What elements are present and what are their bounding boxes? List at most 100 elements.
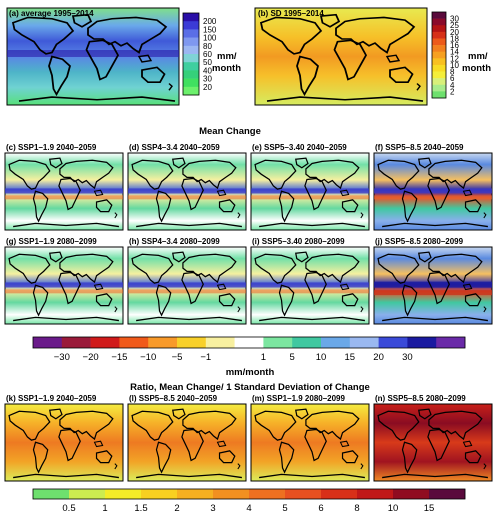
panel-a: (a) average 1995–2014	[6, 7, 180, 106]
colorbar-a-unit-line1: mm/	[217, 51, 237, 62]
colorbar-mean-change-tick-label: 5	[290, 352, 295, 363]
colorbar-a-tick-label: 100	[203, 34, 217, 43]
colorbar-a-tick-label: 200	[203, 17, 217, 26]
panel-ratio-1-label: (l) SSP5–8.5 2040–2059	[129, 394, 218, 403]
colorbar-ratio-swatch	[177, 489, 214, 499]
colorbar-b-swatch	[432, 12, 446, 19]
colorbar-mean-change-swatch	[177, 337, 207, 348]
colorbar-mean-change-swatch	[349, 337, 379, 348]
colorbar-mean-change-swatch	[61, 337, 91, 348]
colorbar-b-tick-label: 16	[450, 41, 459, 50]
panel-mc-r2-3-label: (j) SSP5–8.5 2080–2099	[375, 237, 464, 246]
panel-ratio-3-label: (n) SSP5–8.5 2080–2099	[375, 394, 466, 403]
panel-mc-r2-1-label: (h) SSP4–3.4 2080–2099	[129, 237, 220, 246]
colorbar-ratio-tick-label: 3	[210, 503, 215, 514]
colorbar-a-tick-label: 50	[203, 58, 212, 67]
panel-mc-r1-1-label: (d) SSP4–3.4 2040–2059	[129, 143, 220, 152]
colorbar-mean-change-swatch	[33, 337, 63, 348]
colorbar-a-swatch	[183, 37, 199, 47]
colorbar-a-tick-label: 30	[203, 75, 212, 84]
colorbar-mean-change-tick-label: −5	[172, 352, 183, 363]
colorbar-a-swatch	[183, 62, 199, 71]
colorbar-ratio-tick-label: 10	[388, 503, 399, 514]
colorbar-ratio-swatch	[357, 489, 394, 499]
colorbar-mean-change-swatch	[436, 337, 466, 348]
colorbar-b-swatch	[432, 45, 446, 52]
colorbar-a-swatch	[183, 54, 199, 63]
colorbar-ratio-tick-label: 2	[174, 503, 179, 514]
colorbar-b-swatch	[432, 25, 446, 33]
colorbar-ratio-tick-label: 8	[354, 503, 359, 514]
colorbar-b-unit-line2: month	[462, 63, 491, 74]
colorbar-a-swatch	[183, 13, 199, 22]
colorbar-b-swatch	[432, 38, 446, 46]
colorbar-mean-change-tick-label: 15	[345, 352, 356, 363]
colorbar-mean-change-tick-label: 30	[402, 352, 413, 363]
colorbar-a-tick-label: 150	[203, 25, 217, 34]
panel-mc-r2-0: (g) SSP1–1.9 2080–2099	[4, 237, 124, 325]
panel-mc-r1-0: (c) SSP1–1.9 2040–2059	[4, 143, 124, 231]
colorbar-b-tick-label: 8	[450, 68, 455, 77]
colorbar-ratio-swatch	[429, 489, 466, 499]
colorbar-ratio-tick-label: 0.5	[62, 503, 75, 514]
panel-mc-r1-2-label: (e) SSP5–3.40 2040–2059	[252, 143, 347, 152]
colorbar-mean-change-tick-label: −15	[111, 352, 127, 363]
panel-a-label: (a) average 1995–2014	[9, 9, 94, 18]
colorbar-b-swatch	[432, 58, 446, 66]
colorbar-a-tick-label: 40	[203, 66, 212, 75]
colorbar-mean-change-swatch	[378, 337, 408, 348]
colorbar-b-swatch	[432, 31, 446, 39]
colorbar-mean-change-swatch	[263, 337, 293, 348]
colorbar-ratio-tick-label: 1	[102, 503, 107, 514]
panel-mc-r2-2: (i) SSP5–3.40 2080–2099	[250, 237, 370, 325]
colorbar-a-tick-label: 60	[203, 50, 212, 59]
colorbar-mean-change-tick-label: −1	[200, 352, 211, 363]
colorbar-mean-change-tick-label: 10	[316, 352, 327, 363]
colorbar-mean-change-swatch	[407, 337, 437, 348]
colorbar-b-tick-label: 20	[450, 28, 459, 37]
panel-b: (b) SD 1995–2014	[254, 7, 428, 106]
colorbar-b-unit-line1: mm/	[468, 51, 488, 62]
colorbar-b-tick-label: 4	[450, 81, 455, 90]
colorbar-b-swatch	[432, 91, 446, 99]
colorbar-mean-change-swatch	[234, 337, 264, 348]
colorbar-a-unit-line2: month	[212, 63, 241, 74]
mean-change-row-2: (g) SSP1–1.9 2080–2099 (h) SSP4–3.4 2080–…	[4, 237, 493, 325]
colorbar-b-swatch	[432, 84, 446, 92]
colorbar-ratio-tick-label: 5	[282, 503, 287, 514]
colorbar-b-tick-label: 18	[450, 34, 459, 43]
panel-ratio-2-label: (m) SSP1–1.9 2080–2099	[252, 394, 346, 403]
colorbar-b-tick-label: 12	[450, 54, 459, 63]
colorbar-mean-change-swatch	[148, 337, 178, 348]
colorbar-b-tick-label: 10	[450, 61, 459, 70]
panel-mc-r2-1: (h) SSP4–3.4 2080–2099	[127, 237, 247, 325]
colorbar-ratio-swatch	[393, 489, 430, 499]
colorbar-mean-change-swatch	[119, 337, 149, 348]
panel-ratio-0: (k) SSP1–1.9 2040–2059	[4, 394, 124, 482]
colorbar-a-swatch	[183, 29, 199, 38]
panel-mc-r1-3: (f) SSP5–8.5 2040–2059	[373, 143, 493, 231]
ratio-row: (k) SSP1–1.9 2040–2059 (l) SSP5–8.5 2040–…	[4, 394, 493, 482]
panel-b-label: (b) SD 1995–2014	[258, 9, 324, 18]
colorbar-a-tick-label: 20	[203, 83, 212, 92]
colorbar-b-tick-label: 6	[450, 74, 455, 83]
colorbar-ratio-swatch	[105, 489, 142, 499]
panel-ratio-0-label: (k) SSP1–1.9 2040–2059	[6, 394, 97, 403]
colorbar-mean-change-swatch	[292, 337, 322, 348]
colorbar-b-swatch	[432, 64, 446, 72]
colorbar-b-swatch	[432, 51, 446, 59]
colorbar-ratio-swatch	[141, 489, 178, 499]
panel-mc-r2-3: (j) SSP5–8.5 2080–2099	[373, 237, 493, 325]
colorbar-ratio-swatch	[69, 489, 106, 499]
colorbar-mean-change-swatch	[90, 337, 120, 348]
colorbar-b-tick-label: 25	[450, 21, 459, 30]
colorbar-ratio-swatch	[213, 489, 250, 499]
colorbar-mean-change-unit: mm/month	[226, 367, 275, 378]
colorbar-mean-change-tick-label: −20	[83, 352, 99, 363]
panel-mc-r1-0-label: (c) SSP1–1.9 2040–2059	[6, 143, 97, 152]
colorbar-a-swatch	[183, 45, 199, 55]
colorbar-b-tick-label: 14	[450, 48, 459, 57]
colorbar-a-tick-label: 80	[203, 42, 212, 51]
